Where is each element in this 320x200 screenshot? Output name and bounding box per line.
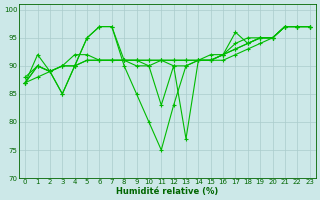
X-axis label: Humidité relative (%): Humidité relative (%): [116, 187, 219, 196]
